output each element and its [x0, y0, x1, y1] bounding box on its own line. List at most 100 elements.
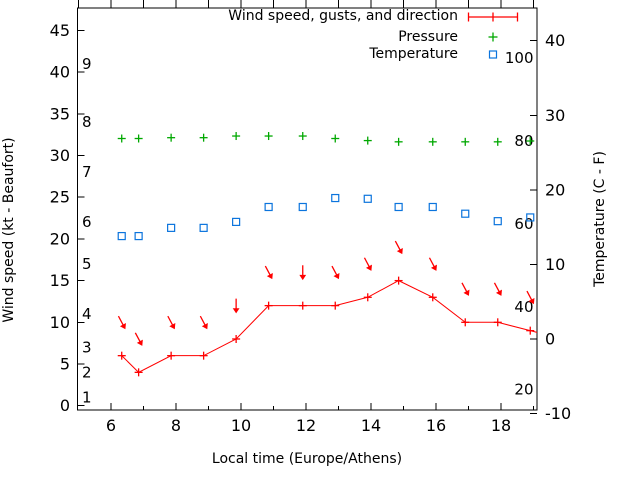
- beaufort-label: 4: [82, 305, 92, 323]
- legend-item-pressure: Pressure: [398, 29, 458, 45]
- series-line: [121, 280, 538, 373]
- arrow-shaft: [199, 315, 206, 326]
- left-tick-label: 20: [50, 229, 70, 248]
- arrow-head: [365, 264, 372, 271]
- arrow-shaft: [117, 315, 124, 326]
- right-tick-label: -10: [545, 404, 571, 423]
- arrow-head: [430, 264, 437, 271]
- square-marker: [117, 231, 126, 241]
- inner-right-scale-label: 80: [514, 132, 533, 150]
- left-tick-label: 15: [50, 271, 70, 290]
- series-pressure: [117, 132, 535, 146]
- beaufort-label: 5: [82, 255, 92, 273]
- y-axis-label-left: Wind speed (kt - Beaufort): [1, 137, 17, 323]
- square-marker: [167, 223, 176, 232]
- left-tick-label: 35: [50, 104, 70, 123]
- arrow-head: [333, 272, 340, 280]
- x-tick-label: 6: [106, 416, 116, 435]
- square-marker: [428, 202, 437, 212]
- square-marker: [493, 217, 502, 226]
- beaufort-label: 3: [82, 338, 92, 356]
- arrow-head: [201, 323, 208, 330]
- left-tick-label: 25: [50, 188, 70, 207]
- arrow-shaft: [167, 315, 174, 326]
- x-tick-label: 18: [491, 416, 511, 435]
- right-tick-label: 10: [545, 255, 565, 274]
- x-axis: [78, 0, 534, 410]
- inner-right-scale-label: 20: [514, 381, 533, 399]
- square-marker: [199, 223, 208, 232]
- arrow-shaft: [363, 257, 370, 268]
- arrow-shaft: [428, 257, 435, 268]
- inner-right-scale-label: 100: [505, 49, 534, 67]
- arrow-head: [528, 297, 535, 305]
- wind-direction-arrow: [363, 257, 372, 271]
- series-temperature: [117, 193, 535, 241]
- arrow-shaft: [394, 240, 401, 251]
- arrow-head: [119, 323, 126, 330]
- square-marker: [394, 202, 403, 212]
- x-tick-label: 14: [361, 416, 381, 435]
- inner-right-scale-label: 40: [514, 298, 533, 316]
- beaufort-label: 7: [82, 163, 92, 181]
- left-tick-label: 30: [50, 146, 70, 165]
- beaufort-label: 2: [82, 363, 92, 381]
- arrow-head: [266, 272, 273, 280]
- wind-direction-arrow: [526, 290, 535, 305]
- wind-direction-arrow: [428, 257, 437, 271]
- right-tick-label: 30: [545, 106, 565, 125]
- left-tick-label: 40: [50, 63, 70, 82]
- left-tick-label: 45: [50, 21, 70, 40]
- y-axis-label-right: Temperature (C - F): [592, 151, 608, 287]
- square-marker: [232, 217, 241, 227]
- arrow-head: [232, 308, 240, 314]
- arrow-shaft: [526, 290, 533, 301]
- wind-direction-arrow: [117, 315, 126, 330]
- right-tick-label: 40: [545, 31, 565, 50]
- arrow-shaft: [493, 282, 500, 293]
- wind-direction-arrow: [134, 332, 143, 346]
- wind-direction-arrow: [461, 282, 470, 296]
- beaufort-label: 6: [82, 213, 92, 231]
- wind-direction-arrow: [167, 315, 176, 330]
- arrow-shaft: [264, 265, 271, 276]
- left-tick-label: 5: [60, 355, 70, 374]
- arrow-head: [136, 339, 143, 346]
- square-marker: [461, 209, 470, 218]
- right-axis: [530, 40, 537, 415]
- inner-right-scale-label: 60: [514, 215, 533, 233]
- square-marker: [331, 193, 340, 203]
- beaufort-label: 1: [82, 388, 92, 406]
- right-tick-label: 20: [545, 180, 565, 199]
- arrow-shaft: [331, 265, 338, 276]
- wind-direction-arrow: [232, 298, 240, 314]
- arrow-head: [169, 323, 176, 330]
- square-marker: [264, 202, 273, 212]
- wind-direction-arrow: [264, 265, 273, 280]
- arrow-head: [396, 247, 403, 255]
- arrow-head: [299, 274, 307, 281]
- x-tick-label: 12: [296, 416, 316, 435]
- arrow-head: [463, 289, 470, 296]
- series-wind-gust-direction: [117, 240, 535, 346]
- plot-border: [77, 7, 538, 411]
- x-axis-label: Local time (Europe/Athens): [211, 451, 403, 467]
- arrow-head: [495, 289, 502, 296]
- wind-direction-arrow: [493, 282, 502, 296]
- left-tick-label: 0: [60, 396, 70, 415]
- beaufort-label: 8: [82, 113, 92, 131]
- square-marker: [298, 202, 307, 212]
- left-axis: [77, 29, 85, 407]
- left-tick-label: 10: [50, 313, 70, 332]
- x-tick-label: 16: [426, 416, 446, 435]
- legend-symbols: [467, 12, 519, 59]
- square-marker: [526, 213, 535, 222]
- right-tick-label: 0: [545, 330, 555, 349]
- wind-direction-arrow: [331, 265, 340, 280]
- wind-direction-arrow: [394, 240, 403, 255]
- x-tick-label: 8: [171, 416, 181, 435]
- legend-sample-temperature-square: [488, 50, 498, 59]
- square-marker: [363, 194, 372, 203]
